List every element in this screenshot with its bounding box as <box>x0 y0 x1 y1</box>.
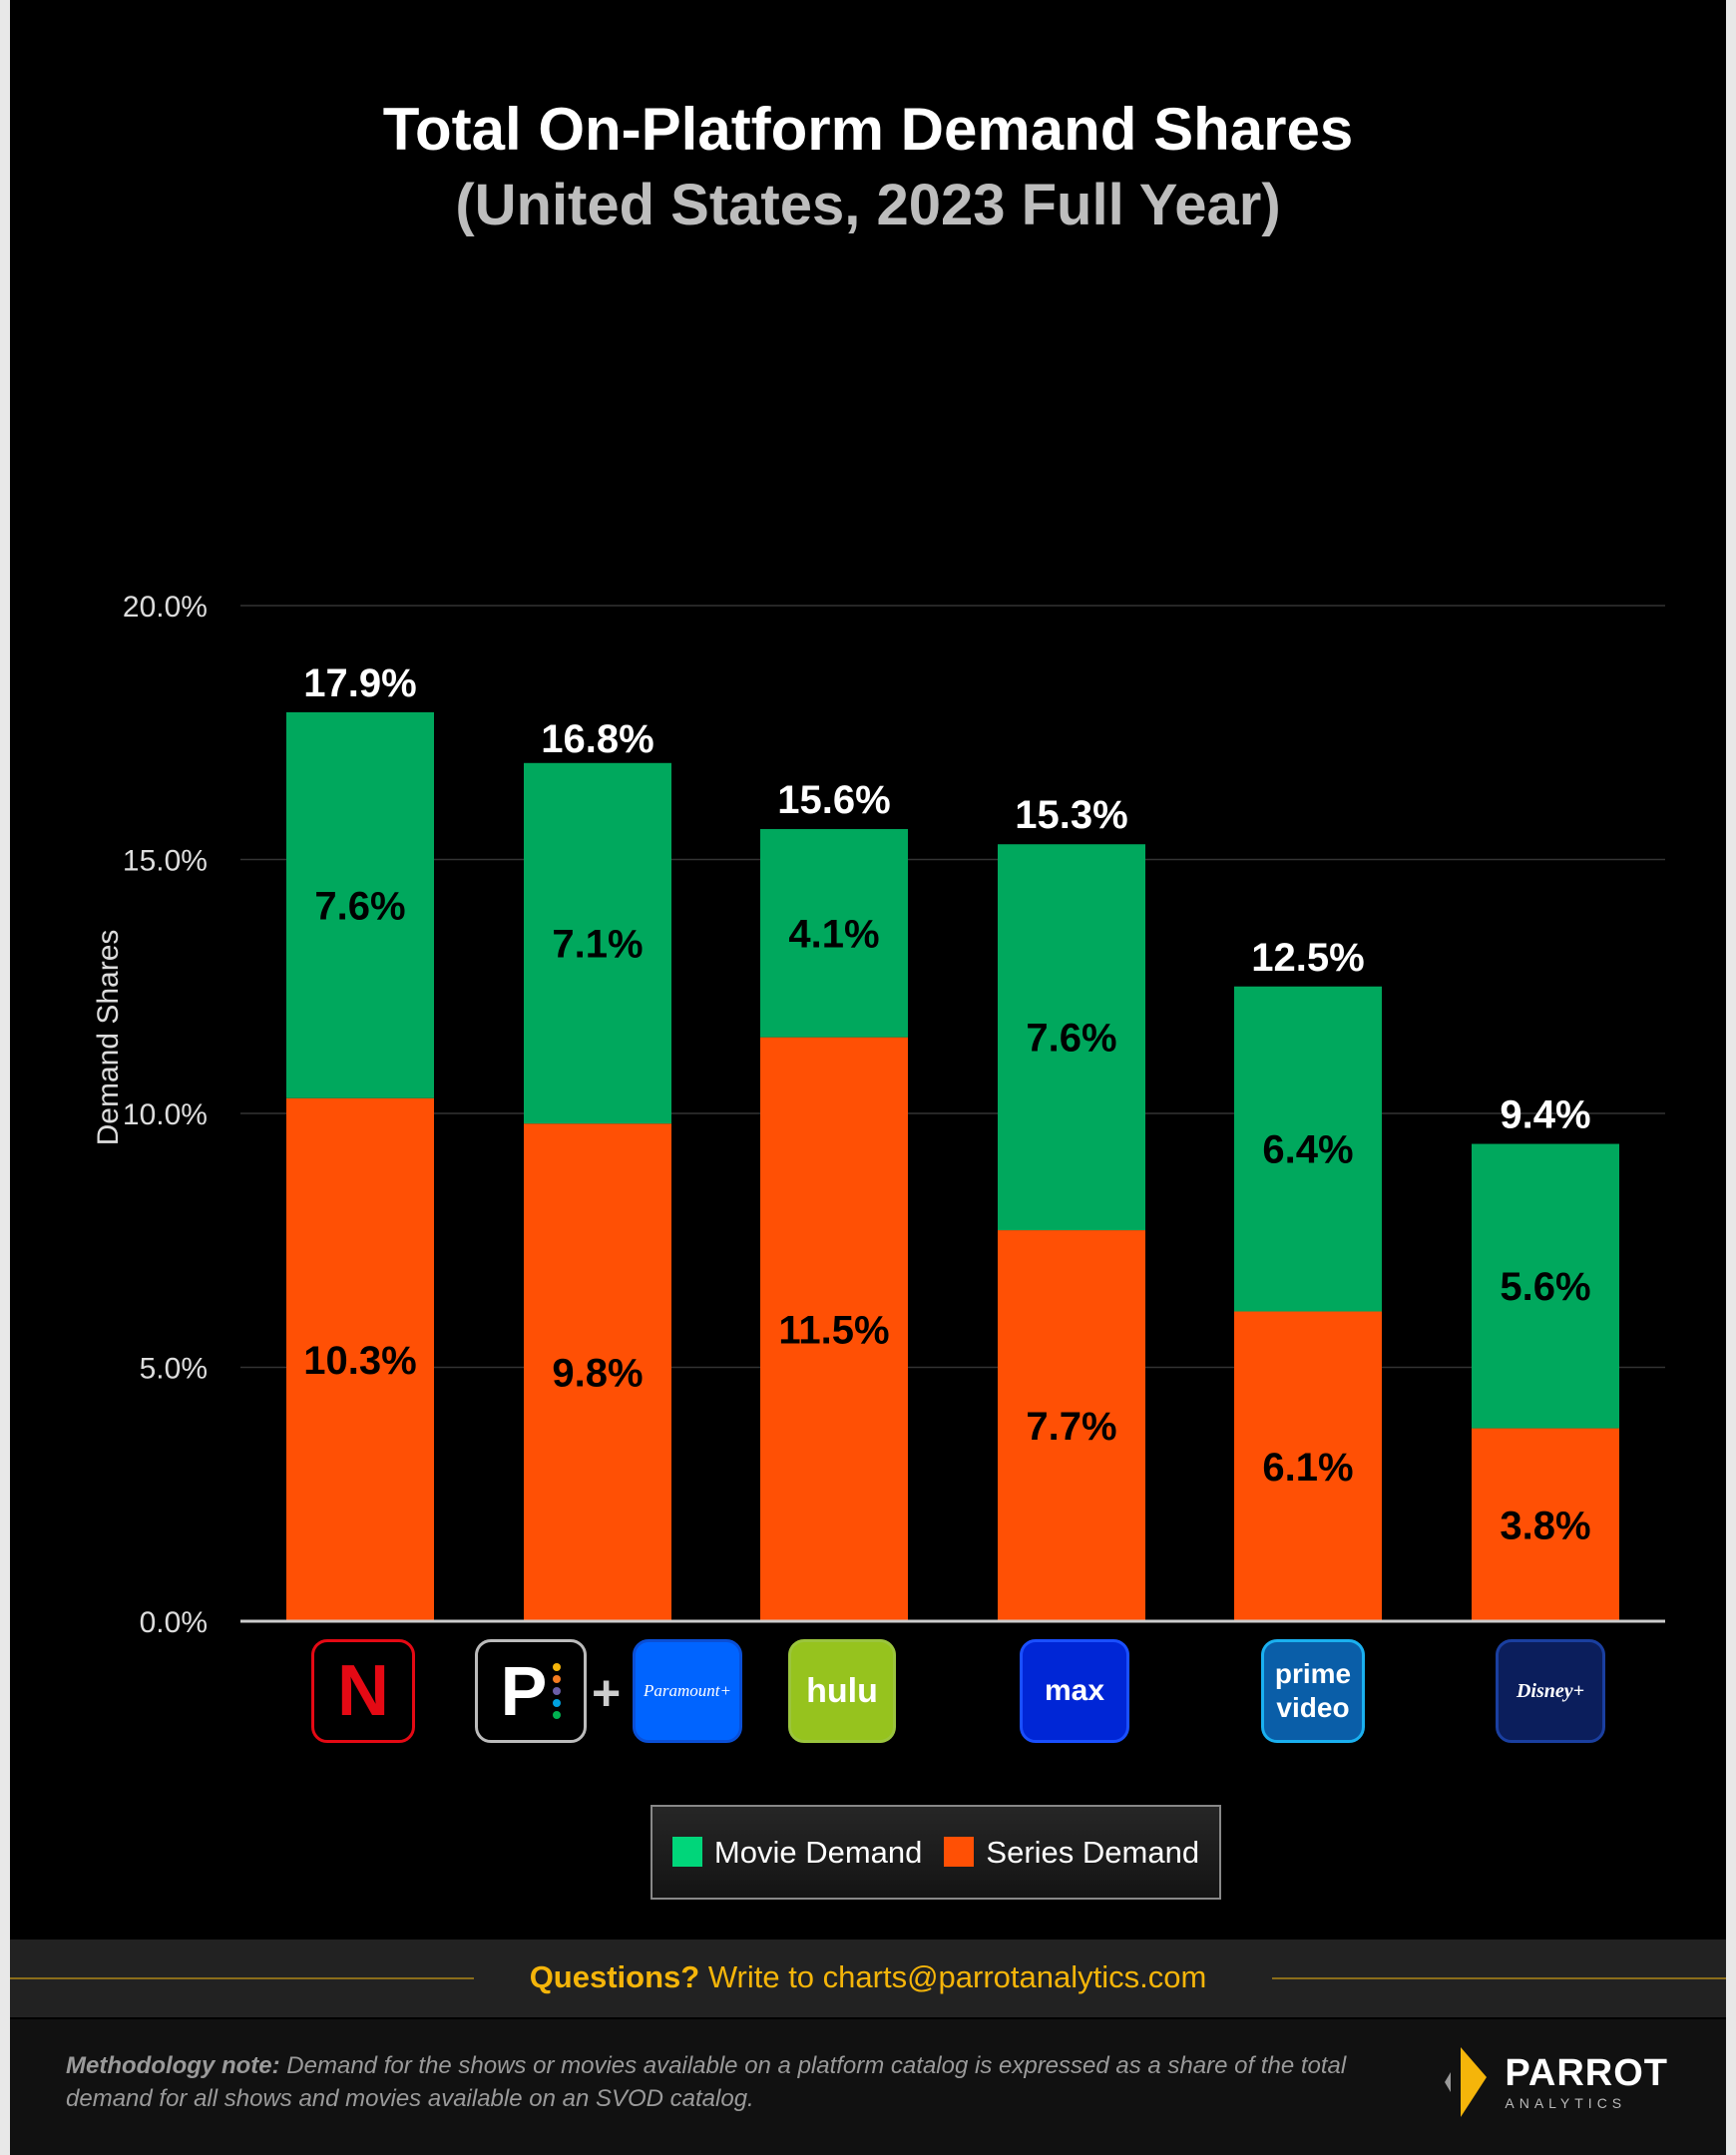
paramount-logo-text: Paramount+ <box>644 1681 731 1700</box>
peacock-logo: P <box>475 1639 587 1743</box>
segment-label: 4.1% <box>788 912 879 956</box>
bar-segment-series <box>1234 1311 1382 1621</box>
y-tick-label: 0.0% <box>140 1606 208 1639</box>
legend-series-label: Series Demand <box>986 1834 1200 1870</box>
segment-label: 7.6% <box>1026 1017 1116 1061</box>
netflix-logo: N <box>311 1639 415 1743</box>
contact-email[interactable]: Write to charts@parrotanalytics.com <box>699 1959 1207 1994</box>
netflix-logo-text: N <box>337 1651 389 1731</box>
dot-purple <box>553 1687 562 1695</box>
plus-sign: + <box>592 1665 622 1721</box>
methodology-label: Methodology note: <box>66 2052 280 2079</box>
bar-segment-movie <box>998 844 1145 1231</box>
parrot-analytics-logo: PARROT ANALYTICS <box>1437 2047 1668 2117</box>
methodology-note: Methodology note: Demand for the shows o… <box>66 2049 1363 2115</box>
bar-segment-series <box>286 1097 434 1621</box>
bar-segment-series <box>760 1037 908 1621</box>
max-logo-text: max <box>1044 1674 1105 1707</box>
segment-label: 10.3% <box>303 1339 416 1383</box>
stacked-bar-chart: 0.0% 5.0% 10.0% 15.0% 20.0% Demand Shares 10.3… <box>92 591 1665 1639</box>
disney-plus-logo: Disney+ <box>1496 1639 1605 1743</box>
total-label: 12.5% <box>1251 936 1364 980</box>
legend-item-movie: Movie Demand <box>671 1834 923 1871</box>
segment-label: 7.1% <box>552 922 643 966</box>
total-label: 9.4% <box>1500 1093 1590 1137</box>
bar-segment-movie <box>1234 986 1382 1312</box>
series-swatch <box>944 1836 975 1867</box>
segment-label: 6.4% <box>1262 1128 1353 1172</box>
max-logo: max <box>1020 1639 1129 1743</box>
bar-segment-series <box>524 1123 671 1621</box>
chart-subtitle: (United States, 2023 Full Year) <box>455 173 1281 237</box>
bar-segment-series <box>998 1230 1145 1621</box>
legend-movie-label: Movie Demand <box>713 1834 923 1870</box>
peacock-logo-text: P <box>500 1652 548 1730</box>
prime-logo-text: prime <box>1274 1658 1352 1689</box>
segment-label: 7.7% <box>1026 1405 1116 1449</box>
brand-name: PARROT <box>1505 2052 1668 2094</box>
segment-label: 7.6% <box>314 884 405 928</box>
bar-segment-movie <box>1472 1143 1619 1429</box>
questions-label: Questions? <box>529 1959 700 1994</box>
hulu-logo: hulu <box>788 1639 896 1743</box>
methodology-text: Demand for the shows or movies available… <box>66 2052 1347 2112</box>
questions-band: Questions? Write to charts@parrotanalyti… <box>10 1940 1726 2017</box>
y-axis-label: Demand Shares <box>92 930 125 1146</box>
segment-label: 5.6% <box>1500 1265 1590 1309</box>
total-label: 15.6% <box>777 778 890 822</box>
questions-text: Questions? Write to charts@parrotanalyti… <box>10 1957 1726 1997</box>
peacock-dots-icon <box>553 1663 562 1719</box>
y-tick-label: 20.0% <box>123 591 208 624</box>
segment-label: 6.1% <box>1262 1446 1353 1490</box>
divider-right <box>1272 1977 1726 1979</box>
bar-segment-movie <box>760 828 908 1038</box>
segment-label: 9.8% <box>552 1352 643 1396</box>
bar-segment-series <box>1472 1428 1619 1621</box>
paramount-plus-logo: Paramount+ <box>633 1639 742 1743</box>
y-tick-label: 15.0% <box>123 845 208 878</box>
total-label: 17.9% <box>303 661 416 705</box>
bar-segment-movie <box>524 762 671 1124</box>
divider-left <box>10 1977 474 1979</box>
footer: Methodology note: Demand for the shows o… <box>10 2019 1726 2155</box>
legend-item-series: Series Demand <box>944 1835 1199 1871</box>
y-tick-label: 10.0% <box>123 1098 208 1131</box>
brand-sub: ANALYTICS <box>1505 2095 1627 2111</box>
disney-logo-text: Disney+ <box>1516 1679 1585 1702</box>
prime-video-logo: prime video <box>1261 1639 1365 1743</box>
video-logo-text: video <box>1276 1692 1350 1723</box>
chart-title: Total On-Platform Demand Shares <box>382 96 1354 163</box>
segment-label: 11.5% <box>778 1308 889 1352</box>
segment-label: 3.8% <box>1500 1504 1590 1547</box>
dot-orange <box>553 1675 562 1683</box>
dot-green <box>553 1711 562 1719</box>
hulu-logo-text: hulu <box>806 1671 878 1710</box>
legend: Movie Demand Series Demand <box>651 1805 1221 1900</box>
total-label: 16.8% <box>541 717 653 761</box>
dot-yellow <box>553 1663 562 1671</box>
bar-segment-movie <box>286 711 434 1098</box>
parrot-icon <box>1445 2047 1488 2117</box>
total-label: 15.3% <box>1015 793 1127 837</box>
dot-blue <box>553 1699 562 1707</box>
movie-swatch <box>671 1836 702 1867</box>
y-tick-label: 5.0% <box>140 1353 208 1386</box>
